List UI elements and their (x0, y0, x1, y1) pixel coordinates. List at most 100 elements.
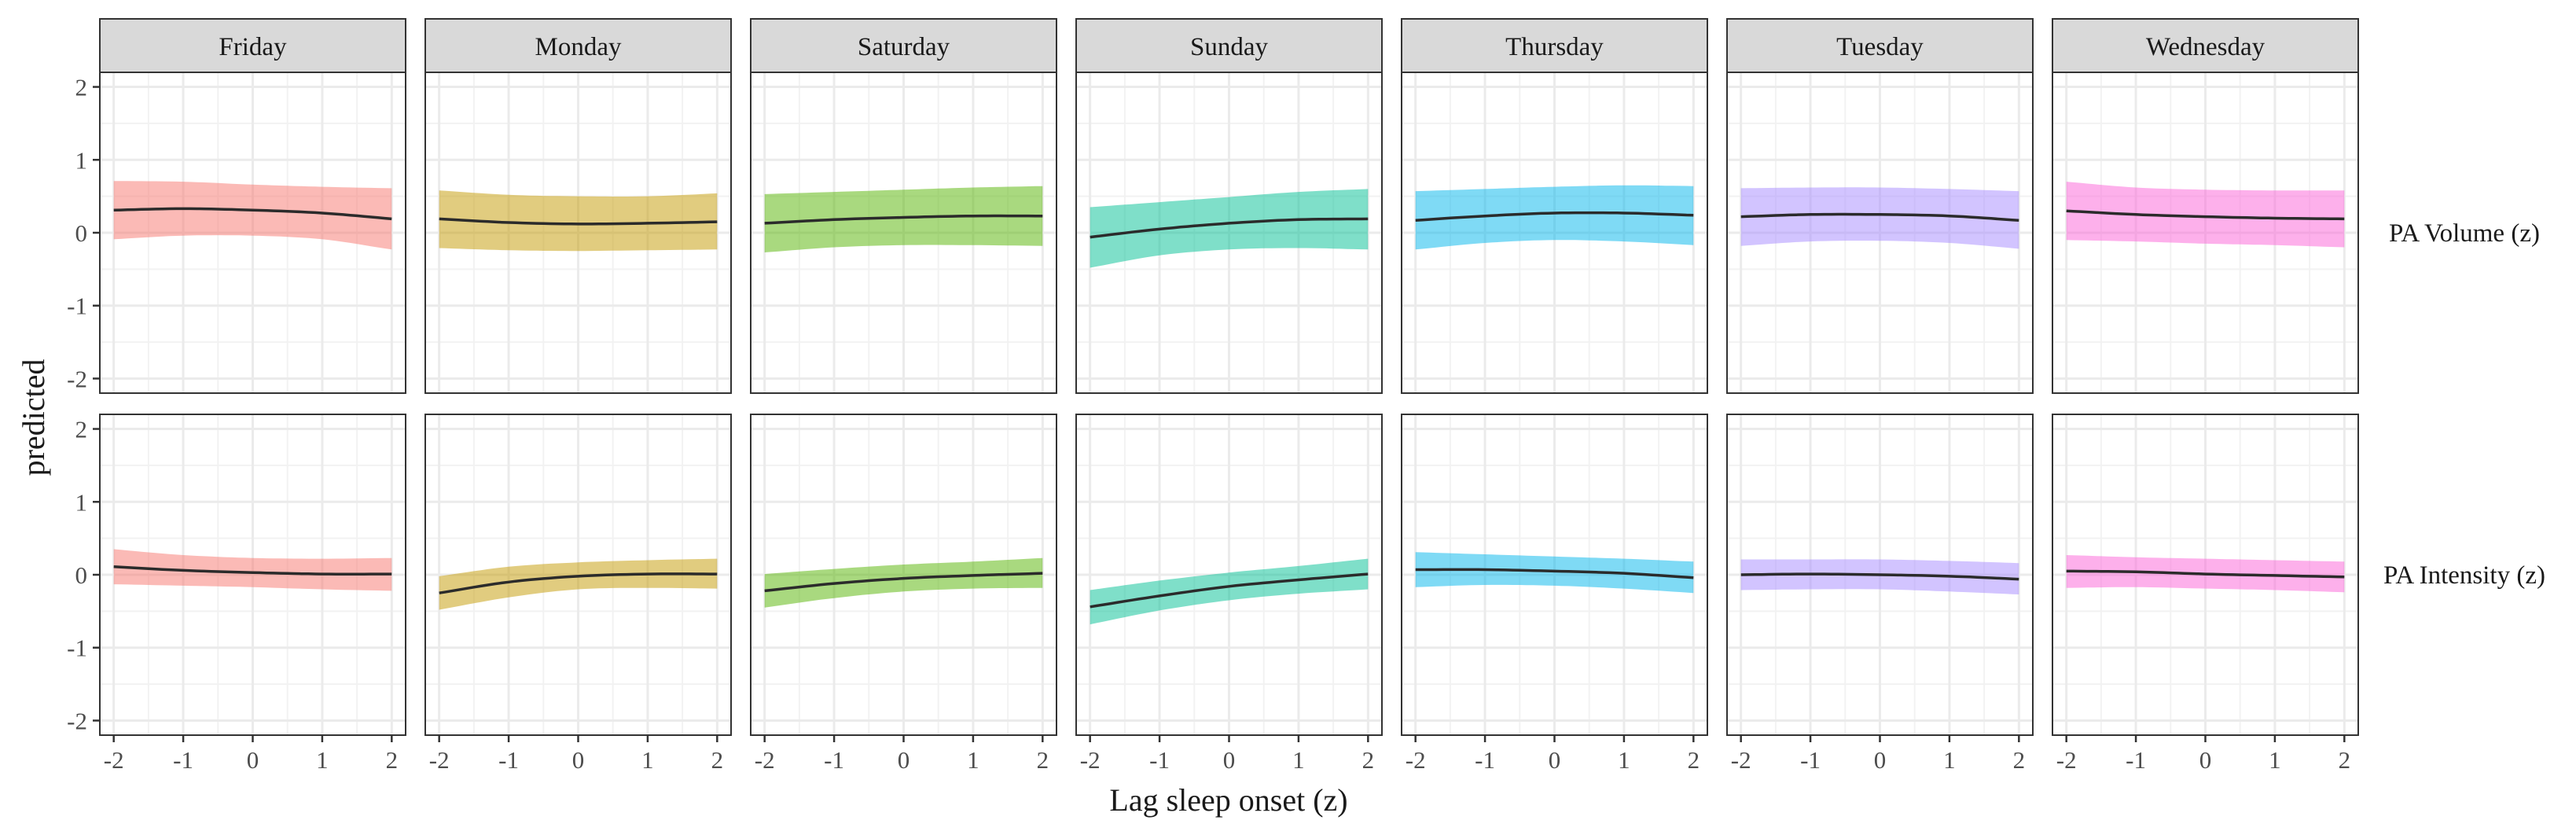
x-tick-label: 0 (2199, 746, 2212, 774)
x-tick-label: -1 (1475, 746, 1495, 774)
x-tick-label: 1 (1943, 746, 1956, 774)
x-tick-label: -1 (2126, 746, 2146, 774)
strip-label: Thursday (1505, 33, 1604, 61)
x-tick-label: -2 (1731, 746, 1751, 774)
confidence-band (1090, 558, 1369, 625)
panel-sunday-row1: Sunday (1075, 18, 1383, 394)
x-tick-label: 2 (1688, 746, 1700, 774)
strip-background (99, 18, 406, 73)
y-tick-label: 2 (75, 416, 88, 443)
fit-line (764, 214, 1043, 225)
x-tick-label: 2 (2339, 746, 2351, 774)
fit-line (2066, 569, 2345, 579)
x-tick-label: 1 (316, 746, 329, 774)
row-strip-label: PA Volume (z) (2389, 219, 2540, 248)
y-tick-label: -2 (67, 365, 87, 392)
strip-background (424, 18, 732, 73)
panel-saturday-row1: Saturday (750, 18, 1057, 394)
confidence-band (439, 558, 718, 610)
fit-line (1415, 211, 1694, 222)
confidence-band (2066, 182, 2345, 248)
x-tick-label: -2 (755, 746, 775, 774)
strip-background (1401, 18, 1708, 73)
strip-label: Saturday (858, 33, 950, 61)
x-tick-label: -1 (498, 746, 519, 774)
panel-tuesday-row1: Tuesday (1726, 18, 2034, 394)
x-tick-label: 2 (2013, 746, 2026, 774)
strip-label: Friday (219, 33, 287, 61)
x-tick-label: -2 (2056, 746, 2077, 774)
x-tick-label: -1 (1149, 746, 1170, 774)
confidence-band (764, 186, 1043, 252)
strip-label: Tuesday (1836, 33, 1924, 61)
fit-line (1090, 217, 1369, 239)
panel-monday-row2: -2 -1 0 1 2 (424, 414, 732, 774)
confidence-band (439, 190, 718, 252)
x-tick-label: 1 (1618, 746, 1630, 774)
x-tick-label: 0 (572, 746, 585, 774)
x-tick-label: 2 (711, 746, 724, 774)
x-tick-label: 0 (1549, 746, 1561, 774)
x-tick-label: 1 (2269, 746, 2281, 774)
x-tick-label: 0 (1223, 746, 1236, 774)
y-tick-label: -1 (67, 292, 87, 320)
x-tick-label: -1 (824, 746, 844, 774)
fit-line (764, 572, 1043, 593)
row-strip-label: PA Intensity (z) (2383, 561, 2545, 590)
confidence-band (1415, 552, 1694, 594)
panel-monday-row1: Monday (424, 18, 732, 394)
fit-line (113, 207, 392, 221)
strip-background (1726, 18, 2034, 73)
fit-line (1740, 212, 2019, 222)
panel-sunday-row2: -2 -1 0 1 2 (1075, 414, 1383, 774)
x-tick-label: 1 (967, 746, 979, 774)
strip-background (1075, 18, 1383, 73)
x-tick-label: 2 (1362, 746, 1375, 774)
x-tick-label: 0 (247, 746, 259, 774)
x-tick-label: 2 (1037, 746, 1049, 774)
fit-line (1415, 568, 1694, 579)
x-tick-label: 1 (1292, 746, 1305, 774)
panel-wednesday-row2: -2 -1 0 1 2 (2052, 414, 2359, 774)
x-tick-label: 0 (1874, 746, 1887, 774)
x-tick-label: -2 (429, 746, 450, 774)
x-tick-label: 0 (898, 746, 910, 774)
x-axis-title: Lag sleep onset (z) (1109, 782, 1347, 818)
strip-label: Sunday (1190, 33, 1269, 61)
panel-friday-row1: Friday -2 -1 0 1 2 (67, 18, 406, 394)
strip-background (2052, 18, 2359, 73)
y-tick-label: 1 (75, 146, 88, 174)
y-tick-label: 0 (75, 561, 88, 589)
strip-label: Monday (535, 33, 622, 61)
fit-line (113, 565, 392, 576)
panel-saturday-row2: -2 -1 0 1 2 (750, 414, 1057, 774)
panel-thursday-row2: -2 -1 0 1 2 (1401, 414, 1708, 774)
x-tick-label: -2 (1406, 746, 1426, 774)
y-tick-label: -1 (67, 635, 87, 662)
strip-label: Wednesday (2146, 33, 2265, 61)
x-tick-label: 2 (386, 746, 399, 774)
x-tick-label: 1 (641, 746, 654, 774)
confidence-band (113, 549, 392, 591)
x-tick-label: -2 (104, 746, 124, 774)
y-axis-title: predicted (16, 359, 51, 476)
fit-line (439, 217, 718, 226)
y-tick-label: -2 (67, 707, 87, 734)
confidence-band (113, 181, 392, 250)
panel-tuesday-row2: -2 -1 0 1 2 (1726, 414, 2034, 774)
confidence-band (1740, 559, 2019, 594)
confidence-band (1415, 185, 1694, 250)
x-tick-label: -1 (173, 746, 193, 774)
x-tick-label: -2 (1080, 746, 1101, 774)
fit-line (1740, 572, 2019, 581)
y-tick-label: 2 (75, 74, 88, 101)
panel-wednesday-row1: Wednesday (2052, 18, 2359, 394)
fit-line (2066, 209, 2345, 221)
confidence-band (1740, 187, 2019, 249)
confidence-band (1090, 189, 1369, 268)
x-tick-label: -1 (1800, 746, 1821, 774)
panel-friday-row2: -2 -1 0 1 2 -2 -1 0 1 2 (67, 414, 406, 774)
y-tick-label: 1 (75, 488, 88, 516)
panel-thursday-row1: Thursday (1401, 18, 1708, 394)
